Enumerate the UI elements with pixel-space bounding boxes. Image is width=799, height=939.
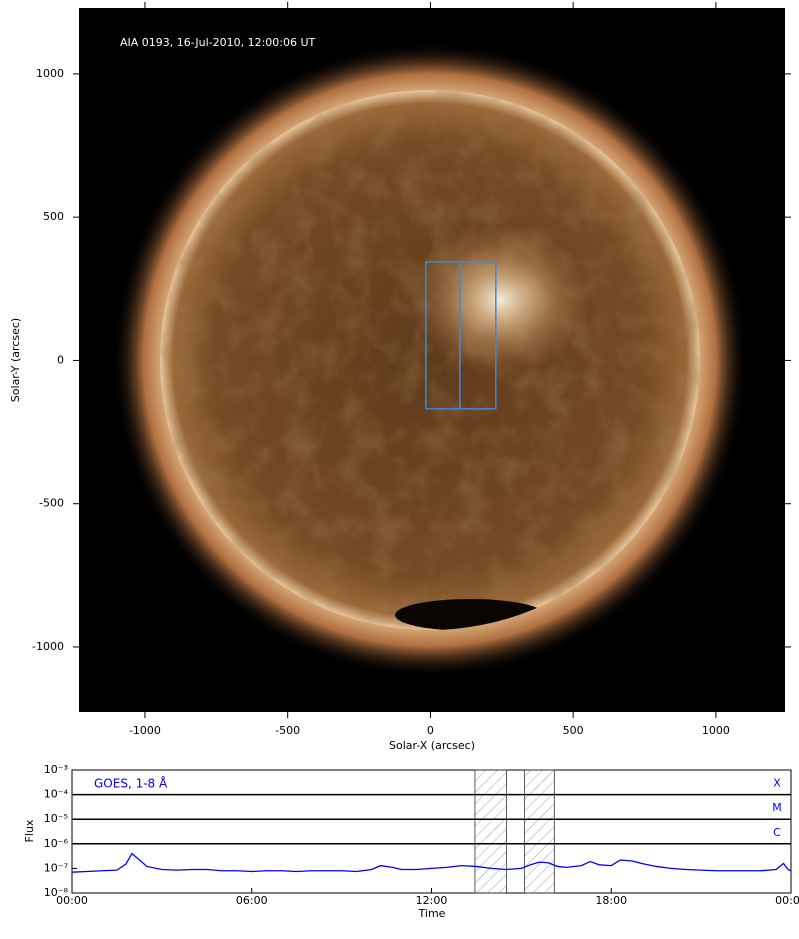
x-axis-label: Time xyxy=(418,907,446,920)
x-axis-label: Solar-X (arcsec) xyxy=(389,739,475,752)
y-tick-label: -500 xyxy=(39,497,64,510)
region-box xyxy=(459,261,497,410)
annotation: AIA 0193, 16-Jul-2010, 12:00:06 UT xyxy=(120,36,316,49)
highlight-span xyxy=(523,769,555,894)
y-axis-label: Flux xyxy=(23,819,36,842)
x-tick-label: 00:00 xyxy=(775,894,799,907)
y-tick-label: 0 xyxy=(57,353,64,366)
x-tick-label: -500 xyxy=(275,724,300,737)
y-axis-label: Solar-Y (arcsec) xyxy=(9,318,22,402)
level-label: C xyxy=(773,826,781,839)
y-tick-label: 10⁻⁴ xyxy=(44,788,69,801)
x-tick-label: -1000 xyxy=(129,724,161,737)
x-tick-label: 0 xyxy=(427,724,434,737)
x-tick-label: 18:00 xyxy=(595,894,627,907)
x-tick-label: 12:00 xyxy=(416,894,448,907)
solar-image xyxy=(79,8,785,712)
x-tick-label: 00:00 xyxy=(56,894,88,907)
y-tick-label: 500 xyxy=(43,210,64,223)
x-tick-label: 06:00 xyxy=(236,894,268,907)
plot-frame xyxy=(71,769,792,894)
y-tick-label: 1000 xyxy=(36,67,64,80)
y-tick-label: 10⁻⁷ xyxy=(44,861,68,874)
y-tick-label: 10⁻⁸ xyxy=(44,886,69,899)
y-tick-label: 10⁻⁶ xyxy=(44,837,69,850)
y-tick-label: 10⁻³ xyxy=(44,763,68,776)
x-tick-label: 500 xyxy=(563,724,584,737)
legend-label: GOES, 1-8 Å xyxy=(94,776,168,791)
level-label: M xyxy=(772,801,782,814)
flux-line xyxy=(71,852,792,873)
x-tick-label: 1000 xyxy=(702,724,730,737)
level-label: X xyxy=(773,777,781,790)
highlight-span xyxy=(474,769,507,894)
y-tick-label: -1000 xyxy=(32,640,64,653)
y-tick-label: 10⁻⁵ xyxy=(44,812,68,825)
